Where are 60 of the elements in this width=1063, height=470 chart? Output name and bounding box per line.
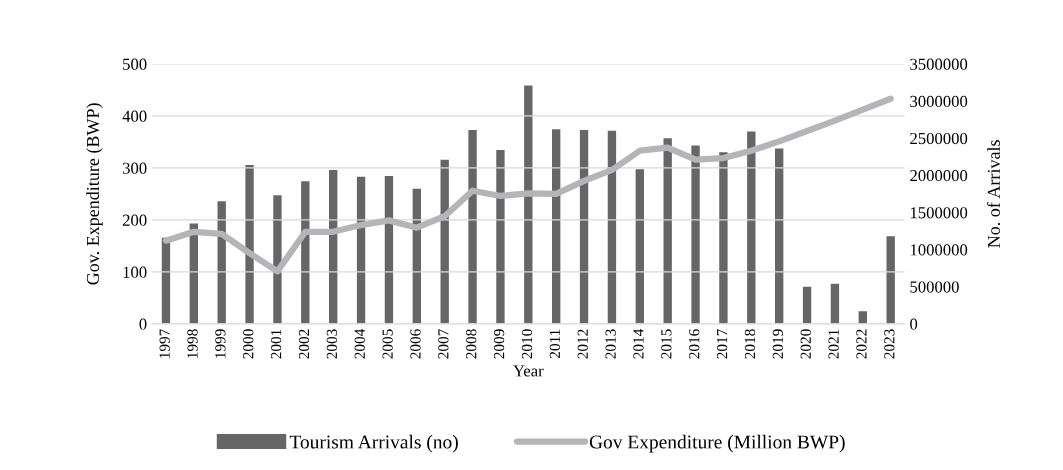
bar bbox=[245, 164, 254, 324]
y-tick-label: 400 bbox=[122, 110, 147, 122]
y2-tick-label: 1000000 bbox=[910, 244, 968, 256]
x-tick-label: 2003 bbox=[326, 329, 338, 359]
y2-tick-label: 500000 bbox=[910, 281, 959, 293]
x-tick-label: 2007 bbox=[438, 329, 449, 359]
x-axis-title: Year bbox=[513, 365, 544, 377]
bar bbox=[830, 283, 840, 324]
x-tick-label: 2018 bbox=[744, 329, 756, 359]
bar bbox=[273, 195, 282, 324]
y2-axis-title: No. of Arrivals bbox=[987, 140, 1001, 248]
x-tick-label: 2006 bbox=[410, 329, 421, 359]
bar bbox=[858, 311, 867, 324]
y2-tick-label: 1500000 bbox=[910, 207, 968, 219]
legend-label: Gov Expenditure (Million BWP) bbox=[589, 434, 845, 453]
legend-label: Tourism Arrivals (no) bbox=[289, 434, 458, 453]
y-tick-label: 300 bbox=[122, 162, 147, 174]
x-tick-label: 1998 bbox=[187, 329, 198, 358]
x-tick-label: 2021 bbox=[828, 329, 839, 359]
y2-tick-label: 2500000 bbox=[910, 132, 968, 145]
y-tick-label: 500 bbox=[123, 58, 147, 70]
x-tick-label: 2017 bbox=[716, 329, 728, 359]
bar bbox=[691, 145, 700, 324]
y-tick-label: 100 bbox=[123, 266, 147, 278]
x-tick-label: 2013 bbox=[605, 329, 616, 359]
y2-tick-label: 2000000 bbox=[910, 170, 968, 182]
x-tick-label: 2000 bbox=[243, 329, 254, 359]
x-tick-label: 2005 bbox=[382, 329, 393, 359]
x-tick-label: 2008 bbox=[466, 329, 477, 359]
bar bbox=[775, 148, 784, 324]
x-tick-label: 1999 bbox=[215, 329, 226, 358]
bar bbox=[496, 150, 505, 324]
x-tick-label: 2014 bbox=[633, 328, 644, 359]
y2-tick-label: 3000000 bbox=[910, 95, 968, 107]
x-tick-label: 2019 bbox=[772, 329, 783, 359]
x-tick-label: 2001 bbox=[270, 329, 282, 359]
x-tick-label: 2015 bbox=[661, 329, 672, 359]
bar bbox=[635, 169, 644, 324]
y-tick-label: 200 bbox=[122, 214, 147, 226]
x-tick-label: 1997 bbox=[159, 329, 170, 358]
x-tick-label: 2020 bbox=[800, 329, 811, 359]
y2-tick-label: 3500000 bbox=[910, 58, 968, 70]
x-tick-label: 2016 bbox=[689, 329, 700, 359]
x-tick-label: 2023 bbox=[884, 329, 895, 359]
x-tick-label: 2009 bbox=[493, 329, 505, 359]
x-tick-label: 2004 bbox=[354, 328, 365, 359]
bar bbox=[524, 85, 533, 324]
x-tick-label: 2002 bbox=[298, 329, 310, 359]
x-tick-label: 2010 bbox=[521, 329, 533, 359]
bar bbox=[719, 152, 728, 324]
x-tick-label: 2022 bbox=[856, 329, 867, 359]
y-tick-label: 0 bbox=[139, 318, 147, 330]
y2-tick-label: 0 bbox=[910, 318, 918, 330]
y-axis-title: Gov. Expenditure (BWP) bbox=[86, 103, 103, 285]
x-tick-label: 2012 bbox=[577, 329, 588, 359]
bar bbox=[802, 286, 812, 324]
bar bbox=[384, 176, 394, 324]
x-tick-label: 2011 bbox=[549, 329, 561, 358]
bar bbox=[886, 236, 895, 324]
bar bbox=[468, 130, 477, 324]
